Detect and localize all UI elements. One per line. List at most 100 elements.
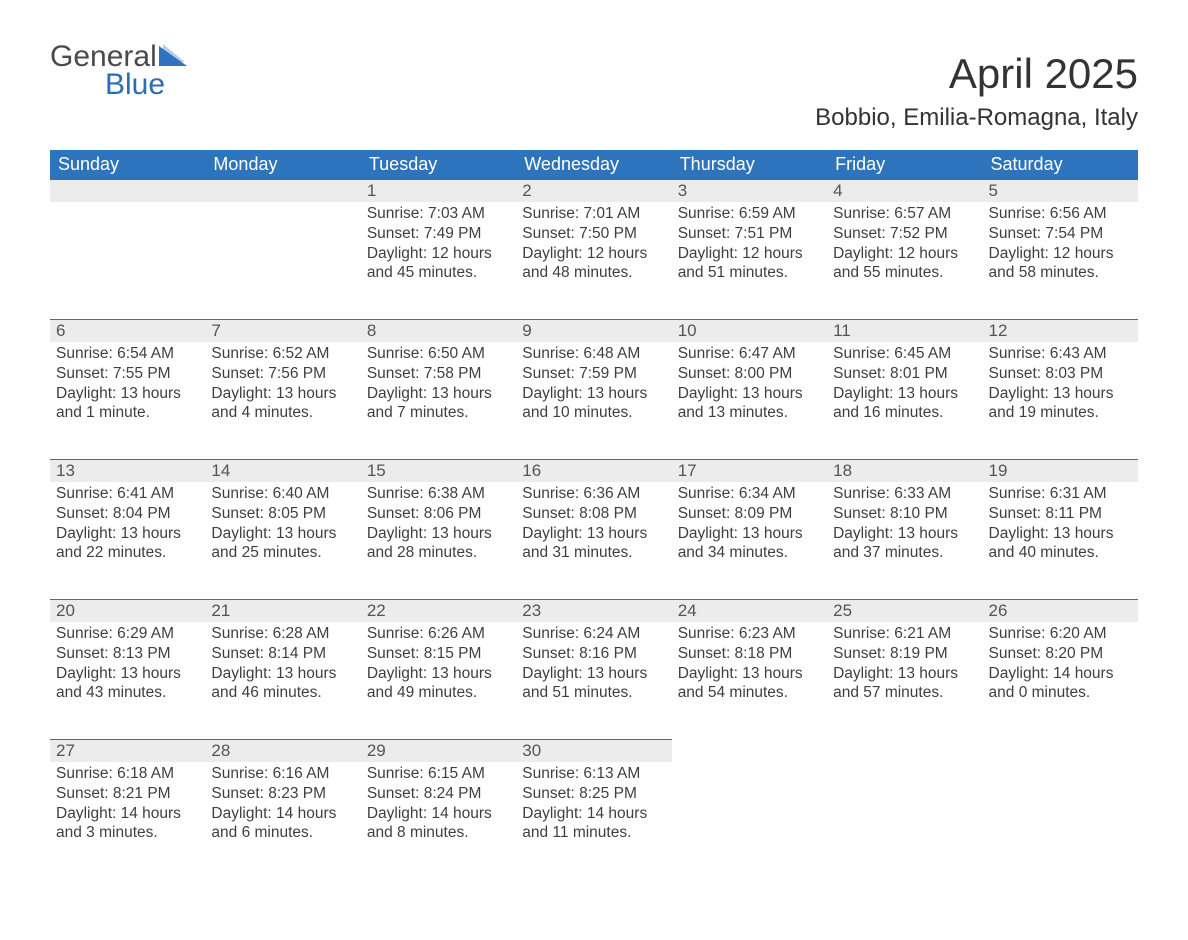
day-info: Sunrise: 6:56 AMSunset: 7:54 PMDaylight:… [983, 202, 1138, 289]
calendar-cell [50, 180, 205, 320]
day-info: Sunrise: 6:59 AMSunset: 7:51 PMDaylight:… [672, 202, 827, 289]
day-info: Sunrise: 6:31 AMSunset: 8:11 PMDaylight:… [983, 482, 1138, 569]
day-info: Sunrise: 7:03 AMSunset: 7:49 PMDaylight:… [361, 202, 516, 289]
calendar-cell: 11Sunrise: 6:45 AMSunset: 8:01 PMDayligh… [827, 320, 982, 460]
weekday-header: Saturday [983, 150, 1138, 180]
day-info: Sunrise: 6:28 AMSunset: 8:14 PMDaylight:… [205, 622, 360, 709]
day-number: 3 [672, 180, 827, 202]
calendar-cell: 5Sunrise: 6:56 AMSunset: 7:54 PMDaylight… [983, 180, 1138, 320]
calendar-cell: 10Sunrise: 6:47 AMSunset: 8:00 PMDayligh… [672, 320, 827, 460]
calendar-cell: 29Sunrise: 6:15 AMSunset: 8:24 PMDayligh… [361, 740, 516, 880]
day-info: Sunrise: 6:21 AMSunset: 8:19 PMDaylight:… [827, 622, 982, 709]
day-info: Sunrise: 6:38 AMSunset: 8:06 PMDaylight:… [361, 482, 516, 569]
day-number: 14 [205, 460, 360, 482]
day-number: 6 [50, 320, 205, 342]
day-number: 24 [672, 600, 827, 622]
calendar-cell: 17Sunrise: 6:34 AMSunset: 8:09 PMDayligh… [672, 460, 827, 600]
day-number: 28 [205, 740, 360, 762]
day-number: 9 [516, 320, 671, 342]
weekday-header: Sunday [50, 150, 205, 180]
day-info: Sunrise: 6:15 AMSunset: 8:24 PMDaylight:… [361, 762, 516, 849]
day-info: Sunrise: 6:45 AMSunset: 8:01 PMDaylight:… [827, 342, 982, 429]
day-info: Sunrise: 6:48 AMSunset: 7:59 PMDaylight:… [516, 342, 671, 429]
calendar-cell: 22Sunrise: 6:26 AMSunset: 8:15 PMDayligh… [361, 600, 516, 740]
day-number: 11 [827, 320, 982, 342]
day-number: 25 [827, 600, 982, 622]
calendar-cell: 1Sunrise: 7:03 AMSunset: 7:49 PMDaylight… [361, 180, 516, 320]
calendar-cell: 14Sunrise: 6:40 AMSunset: 8:05 PMDayligh… [205, 460, 360, 600]
day-number: 16 [516, 460, 671, 482]
day-number: 30 [516, 740, 671, 762]
day-info: Sunrise: 6:54 AMSunset: 7:55 PMDaylight:… [50, 342, 205, 429]
calendar-cell: 30Sunrise: 6:13 AMSunset: 8:25 PMDayligh… [516, 740, 671, 880]
calendar-cell: 20Sunrise: 6:29 AMSunset: 8:13 PMDayligh… [50, 600, 205, 740]
day-number: 29 [361, 740, 516, 762]
day-info: Sunrise: 6:40 AMSunset: 8:05 PMDaylight:… [205, 482, 360, 569]
day-info: Sunrise: 6:24 AMSunset: 8:16 PMDaylight:… [516, 622, 671, 709]
day-info: Sunrise: 6:50 AMSunset: 7:58 PMDaylight:… [361, 342, 516, 429]
day-info: Sunrise: 6:26 AMSunset: 8:15 PMDaylight:… [361, 622, 516, 709]
day-info: Sunrise: 6:57 AMSunset: 7:52 PMDaylight:… [827, 202, 982, 289]
day-number-empty [205, 180, 360, 202]
day-info: Sunrise: 6:33 AMSunset: 8:10 PMDaylight:… [827, 482, 982, 569]
weekday-header: Friday [827, 150, 982, 180]
day-number: 26 [983, 600, 1138, 622]
day-number: 17 [672, 460, 827, 482]
day-number: 5 [983, 180, 1138, 202]
day-number: 27 [50, 740, 205, 762]
calendar-cell: 15Sunrise: 6:38 AMSunset: 8:06 PMDayligh… [361, 460, 516, 600]
calendar-cell: 23Sunrise: 6:24 AMSunset: 8:16 PMDayligh… [516, 600, 671, 740]
calendar-cell: 19Sunrise: 6:31 AMSunset: 8:11 PMDayligh… [983, 460, 1138, 600]
day-info: Sunrise: 6:18 AMSunset: 8:21 PMDaylight:… [50, 762, 205, 849]
day-number: 19 [983, 460, 1138, 482]
header: General Blue April 2025 Bobbio, Emilia-R… [50, 40, 1138, 150]
calendar-cell: 16Sunrise: 6:36 AMSunset: 8:08 PMDayligh… [516, 460, 671, 600]
day-info: Sunrise: 6:29 AMSunset: 8:13 PMDaylight:… [50, 622, 205, 709]
day-info: Sunrise: 6:43 AMSunset: 8:03 PMDaylight:… [983, 342, 1138, 429]
brand-text-2: Blue [105, 68, 191, 102]
day-number: 18 [827, 460, 982, 482]
weekday-header: Tuesday [361, 150, 516, 180]
day-number: 10 [672, 320, 827, 342]
calendar-cell: 6Sunrise: 6:54 AMSunset: 7:55 PMDaylight… [50, 320, 205, 460]
calendar-cell: 27Sunrise: 6:18 AMSunset: 8:21 PMDayligh… [50, 740, 205, 880]
day-info: Sunrise: 6:41 AMSunset: 8:04 PMDaylight:… [50, 482, 205, 569]
day-info: Sunrise: 6:52 AMSunset: 7:56 PMDaylight:… [205, 342, 360, 429]
calendar-cell: 28Sunrise: 6:16 AMSunset: 8:23 PMDayligh… [205, 740, 360, 880]
calendar-cell: 9Sunrise: 6:48 AMSunset: 7:59 PMDaylight… [516, 320, 671, 460]
day-number: 13 [50, 460, 205, 482]
day-info: Sunrise: 6:16 AMSunset: 8:23 PMDaylight:… [205, 762, 360, 849]
calendar-cell: 24Sunrise: 6:23 AMSunset: 8:18 PMDayligh… [672, 600, 827, 740]
weekday-header: Thursday [672, 150, 827, 180]
calendar-cell: 26Sunrise: 6:20 AMSunset: 8:20 PMDayligh… [983, 600, 1138, 740]
day-info: Sunrise: 6:13 AMSunset: 8:25 PMDaylight:… [516, 762, 671, 849]
day-info: Sunrise: 6:20 AMSunset: 8:20 PMDaylight:… [983, 622, 1138, 709]
weekday-header: Wednesday [516, 150, 671, 180]
brand-triangle-icon [159, 44, 191, 66]
calendar-cell: 7Sunrise: 6:52 AMSunset: 7:56 PMDaylight… [205, 320, 360, 460]
weekday-header-row: SundayMondayTuesdayWednesdayThursdayFrid… [50, 150, 1138, 180]
calendar-cell: 3Sunrise: 6:59 AMSunset: 7:51 PMDaylight… [672, 180, 827, 320]
day-number: 23 [516, 600, 671, 622]
title-block: April 2025 Bobbio, Emilia-Romagna, Italy [815, 40, 1138, 150]
day-number: 2 [516, 180, 671, 202]
day-number-empty [50, 180, 205, 202]
day-number: 8 [361, 320, 516, 342]
calendar-cell: 8Sunrise: 6:50 AMSunset: 7:58 PMDaylight… [361, 320, 516, 460]
day-number: 1 [361, 180, 516, 202]
day-number: 21 [205, 600, 360, 622]
calendar-body: 1Sunrise: 7:03 AMSunset: 7:49 PMDaylight… [50, 180, 1138, 880]
weekday-header: Monday [205, 150, 360, 180]
calendar-table: SundayMondayTuesdayWednesdayThursdayFrid… [50, 150, 1138, 880]
calendar-cell: 13Sunrise: 6:41 AMSunset: 8:04 PMDayligh… [50, 460, 205, 600]
day-info: Sunrise: 6:36 AMSunset: 8:08 PMDaylight:… [516, 482, 671, 569]
day-info: Sunrise: 7:01 AMSunset: 7:50 PMDaylight:… [516, 202, 671, 289]
calendar-cell: 18Sunrise: 6:33 AMSunset: 8:10 PMDayligh… [827, 460, 982, 600]
day-number: 22 [361, 600, 516, 622]
page-title: April 2025 [815, 50, 1138, 98]
day-info: Sunrise: 6:34 AMSunset: 8:09 PMDaylight:… [672, 482, 827, 569]
calendar-cell: 4Sunrise: 6:57 AMSunset: 7:52 PMDaylight… [827, 180, 982, 320]
calendar-cell: 12Sunrise: 6:43 AMSunset: 8:03 PMDayligh… [983, 320, 1138, 460]
day-number: 12 [983, 320, 1138, 342]
day-number: 15 [361, 460, 516, 482]
